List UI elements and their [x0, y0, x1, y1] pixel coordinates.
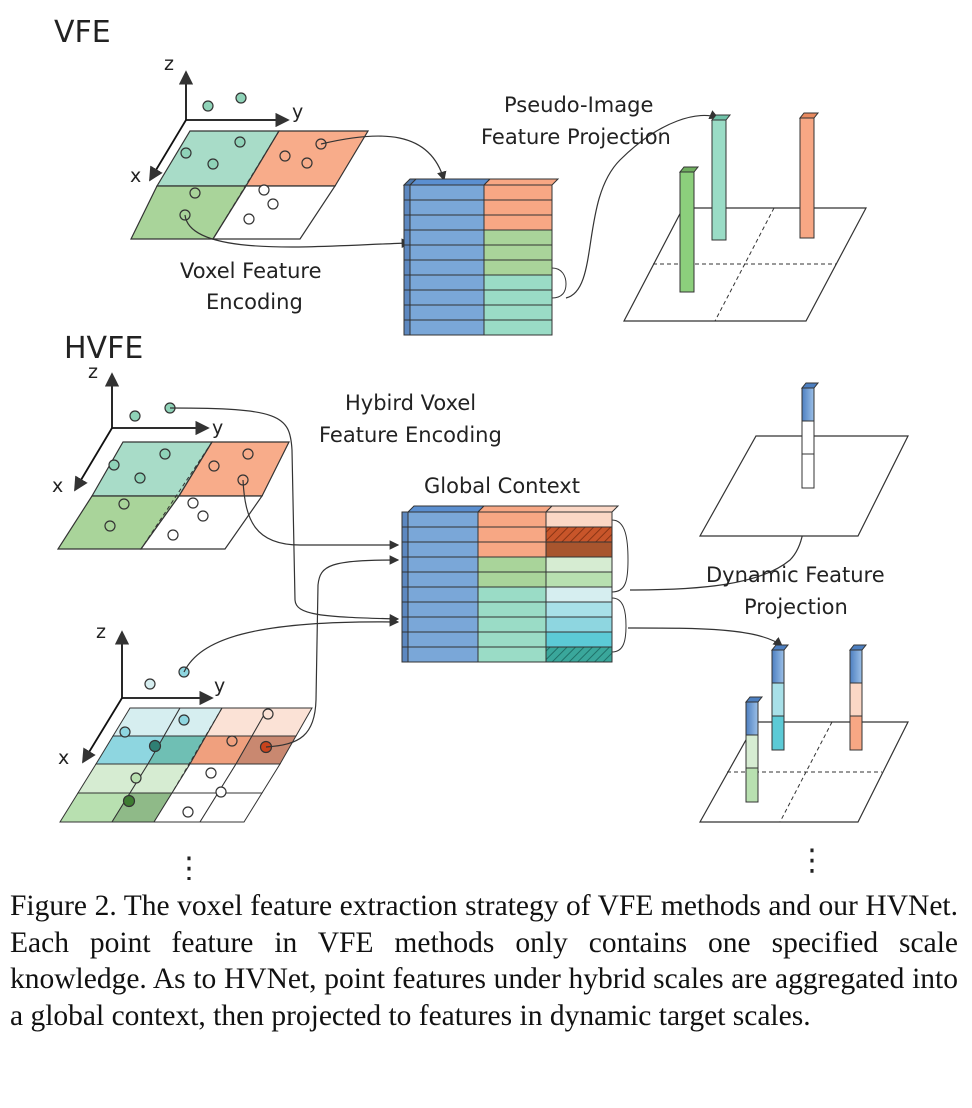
global-context-stack — [401, 505, 620, 663]
hvfe-axes-bottom: z y x — [58, 621, 225, 769]
label-pseudo-image: Pseudo-Image — [504, 93, 653, 117]
hvfe-bottom-axis-x: x — [58, 747, 69, 769]
section-title-vfe: VFE — [54, 15, 111, 50]
vfe-arrow-to-pseudo-image — [565, 110, 720, 299]
global-context-brace-top — [611, 519, 629, 593]
ellipsis-left: ⋮ — [174, 851, 204, 880]
label-global-context: Global Context — [424, 474, 580, 498]
hvfe-top-axis-z: z — [88, 361, 98, 383]
global-context-brace-bottom — [611, 597, 627, 653]
target-pillars-multi — [744, 644, 868, 803]
label-voxel-feature-encoding-line2: Encoding — [206, 290, 303, 314]
vfe-axes: z y x — [130, 53, 303, 187]
section-title-hvfe: HVFE — [64, 331, 143, 366]
vfe-points — [179, 92, 327, 225]
vfe-stack-brace — [551, 267, 567, 299]
vfe-pillars — [678, 112, 820, 293]
target-pillar-single — [800, 382, 820, 489]
vfe-arrow-to-stack-top — [320, 135, 447, 182]
label-hybrid-voxel-line2: Feature Encoding — [319, 423, 502, 447]
label-hybrid-voxel: Hybird Voxel — [345, 391, 476, 415]
label-dynamic-feature-projection: Dynamic Feature — [706, 563, 885, 587]
diagram: VFE HVFE z y x Voxel Feature Encoding — [52, 15, 909, 880]
label-pseudo-image-line2: Feature Projection — [481, 125, 671, 149]
ellipsis-right: ⋮ — [797, 843, 827, 878]
vfe-pseudo-image-plane — [623, 207, 867, 322]
hvfe-arrow-fine-point-to-stack — [183, 617, 400, 673]
vfe-arrow-to-stack-bottom — [184, 214, 412, 249]
hvfe-top-axis-x: x — [52, 475, 63, 497]
hvfe-top-axis-y: y — [212, 417, 223, 439]
vfe-axis-x: x — [130, 165, 141, 187]
hvfe-top-points — [104, 402, 254, 541]
label-voxel-feature-encoding: Voxel Feature — [180, 259, 322, 283]
figure-caption: Figure 2. The voxel feature extraction s… — [10, 890, 958, 1032]
target-plane-multi — [698, 721, 909, 823]
vfe-axis-y: y — [292, 101, 303, 123]
arrow-to-multi-scale-target — [627, 627, 783, 647]
vfe-axis-z: z — [164, 53, 174, 75]
hvfe-bottom-axis-z: z — [96, 621, 106, 643]
vfe-feature-stack — [402, 178, 560, 336]
hvfe-bottom-axis-y: y — [214, 675, 225, 697]
hvfe-arrow-fine-orange-to-stack — [265, 555, 400, 748]
hvfe-arrow-top-point-to-stack — [169, 407, 400, 624]
label-dynamic-feature-projection-line2: Projection — [744, 595, 848, 619]
hvfe-axes-top: z y x — [52, 361, 223, 497]
hvfe-arrow-orange-to-stack — [242, 479, 400, 550]
hvfe-voxel-grid-coarse — [56, 441, 290, 550]
